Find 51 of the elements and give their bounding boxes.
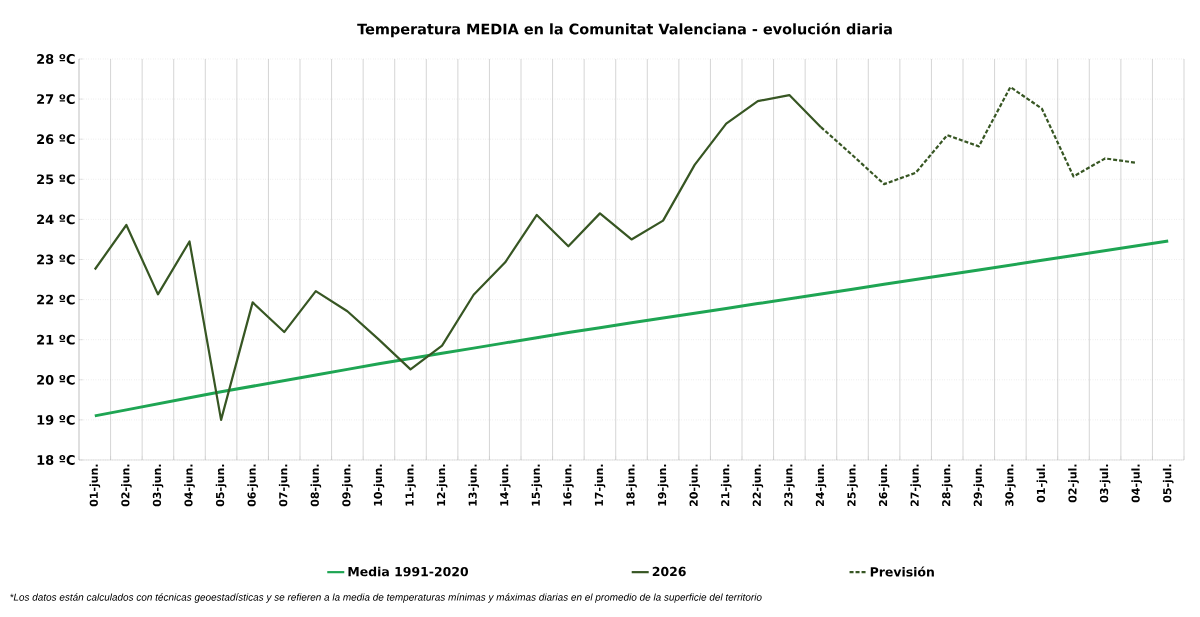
x-tick-label: 06-jun. (247, 464, 258, 507)
y-tick-label: 19 ºC (37, 414, 75, 425)
chart-title: Temperatura MEDIA en la Comunitat Valenciana - evolución diaria (357, 22, 892, 38)
x-tick-label: 04-jul. (1131, 464, 1142, 503)
x-tick-label: 24-jun. (815, 464, 827, 506)
x-tick-label: 11-jun. (405, 464, 416, 506)
x-tick-label: 13-jun. (468, 464, 479, 506)
x-tick-label: 23-jun. (784, 464, 795, 506)
x-tick-label: 16-jun. (563, 464, 574, 506)
x-tick-label: 29-jun. (973, 464, 985, 506)
x-tick-label: 14-jun. (499, 464, 511, 506)
y-tick-label: 20 ºC (37, 374, 75, 385)
x-tick-label: 19-jun. (657, 464, 669, 506)
y-tick-label: 27 ºC (37, 94, 75, 104)
x-tick-label: 10-jun. (373, 464, 385, 506)
x-tick-label: 03-jul. (1099, 464, 1111, 503)
legend-label: Media 1991-2020 (348, 566, 469, 577)
x-tick-label: 04-jun. (184, 464, 195, 507)
x-tick-label: 26-jun. (878, 464, 890, 506)
x-tick-label: 17-jun. (594, 464, 606, 506)
x-tick-label: 08-jun. (310, 464, 322, 507)
x-tick-label: 25-jun. (847, 464, 858, 506)
x-tick-label: 07-jun. (278, 464, 290, 507)
x-tick-label: 02-jul. (1068, 464, 1079, 503)
x-tick-label: 03-jun. (152, 464, 164, 507)
x-tick-label: 09-jun. (342, 464, 353, 507)
x-tick-label: 01-jul. (1036, 464, 1048, 503)
x-tick-label: 15-jun. (531, 464, 543, 506)
x-tick-label: 20-jun. (689, 464, 700, 506)
y-tick-label: 26 ºC (37, 134, 75, 145)
x-tick-label: 05-jun. (215, 464, 227, 507)
x-tick-label: 02-jun. (121, 464, 132, 507)
y-tick-label: 25 ºC (37, 174, 75, 185)
x-tick-label: 01-jun. (89, 464, 101, 507)
x-tick-label: 18-jun. (626, 464, 637, 506)
text: *Los datos están calculados con técnicas geoestadísticas y se refieren a la media de temperaturas mínimas y máximas diarias en el promedio de la superficie del territorio (10, 593, 762, 603)
x-tick-label: 21-jun. (720, 464, 732, 506)
y-tick-label: 21 ºC (37, 334, 75, 345)
y-tick-label: 18 ºC (37, 455, 75, 465)
x-tick-label: 27-jun. (910, 464, 921, 506)
x-tick-label: 30-jun. (1005, 464, 1016, 507)
y-tick-label: 23 ºC (37, 254, 75, 265)
x-tick-label: 22-jun. (752, 464, 764, 506)
x-tick-label: 28-jun. (941, 464, 953, 506)
y-tick-label: 28 ºC (37, 54, 75, 64)
x-tick-label: 05-jul. (1162, 464, 1174, 503)
y-tick-label: 22 ºC (37, 294, 75, 305)
legend-label: 2026 (652, 566, 686, 577)
legend-label: Previsión (870, 566, 934, 577)
y-tick-label: 24 ºC (37, 214, 75, 225)
x-tick-label: 12-jun. (436, 464, 448, 506)
